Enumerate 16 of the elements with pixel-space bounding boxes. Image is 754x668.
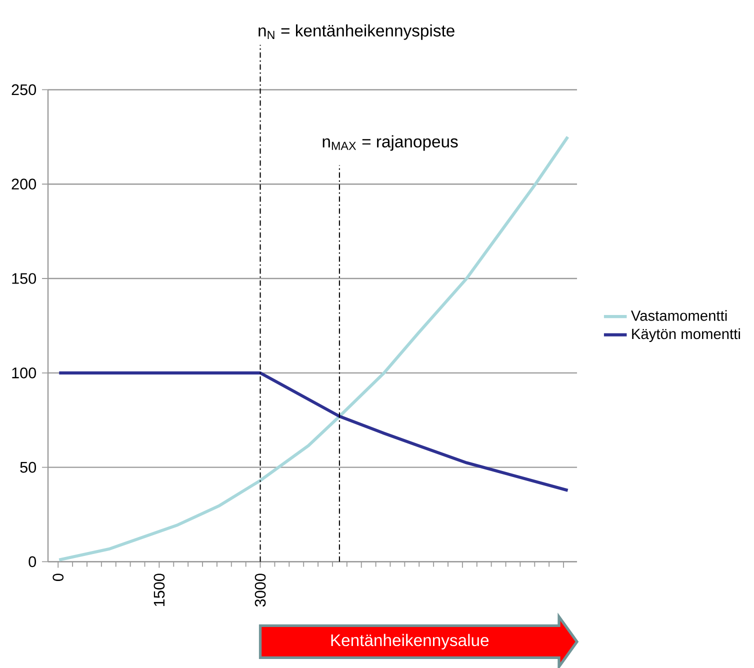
x-tick-label: 3000 xyxy=(254,574,266,607)
y-tick-label: 150 xyxy=(12,273,36,284)
legend-label: Käytön momentti xyxy=(632,328,740,342)
ref-line-label: n$_{MAX}$ = rajanopeus xyxy=(322,135,458,151)
line-series xyxy=(58,371,570,492)
text: Kentänheikennysalue xyxy=(331,634,489,650)
y-tick-label: 50 xyxy=(20,462,36,473)
legend-label: Vastamomentti xyxy=(630,310,727,321)
y-tick-label: 200 xyxy=(12,178,36,190)
y-tick-label: 100 xyxy=(12,367,36,378)
x-tick-label: 1500 xyxy=(154,574,165,606)
ref-line-label: n$_{N}$ = kentänheikennyspiste xyxy=(258,24,454,40)
x-tick-label: 0 xyxy=(52,574,64,581)
y-tick-label: 250 xyxy=(12,84,36,96)
y-tick-label: 0 xyxy=(28,556,36,568)
line-series xyxy=(58,135,570,562)
